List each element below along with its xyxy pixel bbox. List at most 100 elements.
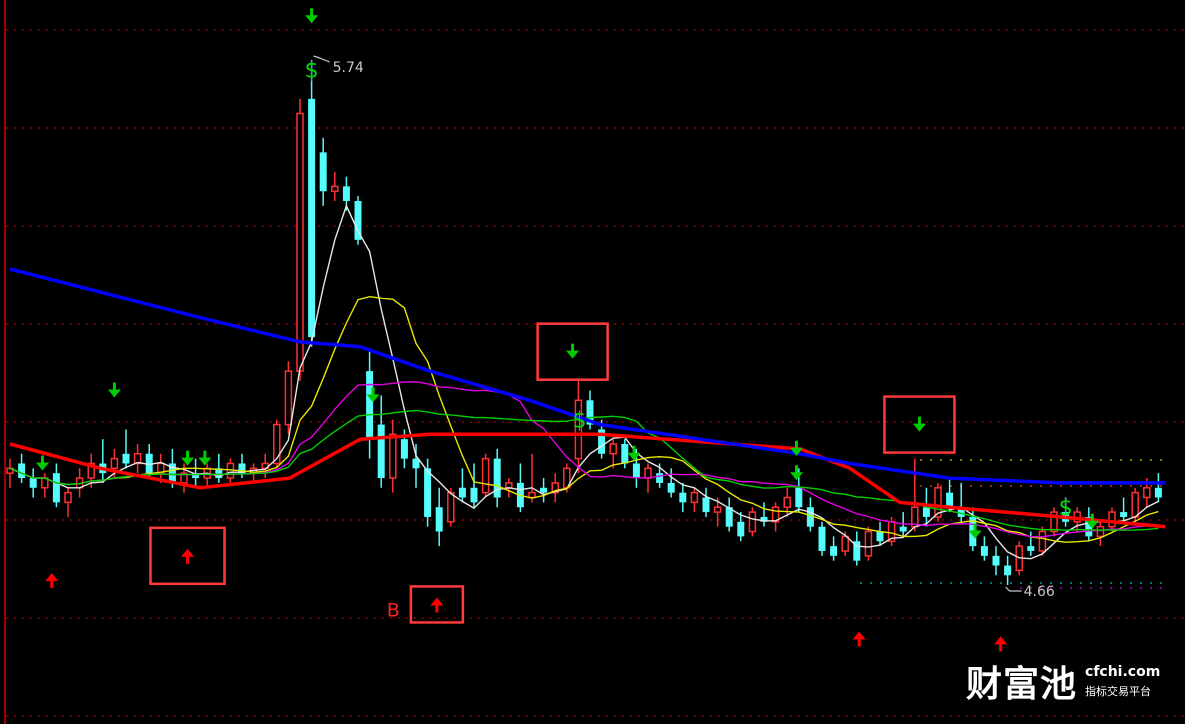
sell-arrow-down-icon bbox=[305, 8, 319, 24]
candle-body-down bbox=[52, 473, 60, 503]
candle-body-up bbox=[87, 462, 95, 479]
sell-arrow-down-icon bbox=[180, 450, 194, 466]
low-price-label: 4.66 bbox=[1024, 584, 1055, 600]
ma20-line bbox=[9, 381, 1159, 538]
dollar-signal-icon: $ bbox=[1059, 496, 1073, 521]
candle-body-down bbox=[319, 152, 327, 192]
candle-body-up bbox=[551, 482, 559, 494]
candle-body-up bbox=[284, 370, 293, 426]
candle-body-down bbox=[377, 424, 385, 479]
buy-arrow-up-icon bbox=[852, 631, 866, 647]
candle-body-down bbox=[632, 463, 640, 479]
candle-body-down bbox=[1085, 516, 1093, 537]
candle-body-down bbox=[168, 463, 176, 483]
candle-body-up bbox=[1050, 511, 1058, 533]
buy-arrow-up-icon bbox=[994, 636, 1008, 652]
candle-body-up bbox=[690, 491, 699, 504]
candle-body-up bbox=[331, 185, 339, 192]
candle-body-down bbox=[1027, 546, 1035, 551]
signals: $ $ $ bbox=[35, 8, 1099, 652]
candle-body-down bbox=[725, 507, 733, 527]
candle-body-down bbox=[192, 473, 200, 479]
signal-highlight-box bbox=[883, 395, 956, 454]
sell-arrow-down-icon bbox=[912, 416, 926, 432]
candle-body-up bbox=[748, 511, 757, 533]
candle-body-down bbox=[818, 526, 826, 551]
candle-body-down bbox=[922, 507, 930, 517]
candle-body-up bbox=[783, 496, 791, 508]
high-pointer bbox=[313, 55, 330, 63]
ma-lines bbox=[9, 203, 1166, 560]
candle-body-down bbox=[145, 453, 153, 474]
candle-body-down bbox=[29, 478, 37, 488]
candle-body-up bbox=[133, 453, 142, 465]
candle-body-up bbox=[481, 457, 490, 494]
candle-body-up bbox=[505, 482, 513, 489]
candle-body-down bbox=[795, 487, 803, 508]
candle-body-down bbox=[470, 487, 478, 503]
candle-body-up bbox=[574, 399, 583, 460]
watermark-url: cfchi.com bbox=[1085, 663, 1161, 680]
candle-body-down bbox=[957, 507, 965, 517]
buy-arrow-up-icon bbox=[45, 573, 59, 589]
candle-body-up bbox=[226, 462, 235, 479]
low-pointer bbox=[1005, 586, 1022, 592]
candle-body-up bbox=[1143, 487, 1151, 499]
sell-arrow-down-icon bbox=[107, 382, 121, 398]
candle-body-up bbox=[1108, 511, 1116, 528]
dollar-signal-icon: $ bbox=[573, 409, 587, 434]
candle-body-up bbox=[157, 462, 165, 474]
candle-body-down bbox=[899, 526, 907, 532]
dollar-signal-icon: $ bbox=[305, 59, 319, 84]
candle-body-down bbox=[18, 463, 26, 479]
candle-body-down bbox=[215, 468, 223, 479]
candle-body-down bbox=[424, 468, 432, 517]
sell-arrow-down-icon bbox=[627, 445, 641, 461]
candle-body-down bbox=[1154, 487, 1162, 498]
candle-body-up bbox=[389, 433, 397, 479]
candle-body-down bbox=[1120, 512, 1128, 517]
candle-body-up bbox=[64, 491, 72, 504]
sell-arrow-down-icon bbox=[366, 387, 380, 403]
watermark: 财富池 cfchi.com 指标交易平台 bbox=[966, 655, 1160, 707]
candle-body-up bbox=[528, 491, 536, 499]
candle-body-down bbox=[493, 458, 501, 498]
candle-body-down bbox=[586, 400, 594, 425]
candle-body-down bbox=[667, 482, 675, 493]
watermark-tagline: 指标交易平台 bbox=[1085, 684, 1152, 698]
high-price-label: 5.74 bbox=[333, 60, 364, 76]
candle-body-down bbox=[122, 453, 130, 464]
sell-arrow-down-icon bbox=[566, 343, 580, 359]
candle-body-down bbox=[679, 492, 687, 503]
long-ma-red-line bbox=[9, 432, 1166, 529]
sell-arrow-down-icon bbox=[968, 523, 982, 539]
candle-body-down bbox=[342, 186, 350, 201]
candle-body-down bbox=[702, 497, 710, 513]
long-ma-blue-line bbox=[9, 267, 1166, 485]
candle-body-down bbox=[238, 463, 246, 474]
sell-arrow-down-icon bbox=[789, 440, 803, 456]
candle-body-down bbox=[1004, 565, 1012, 576]
signal-highlight-box bbox=[149, 526, 226, 586]
candle-body-down bbox=[412, 458, 420, 469]
candle-body-down bbox=[830, 546, 838, 556]
sell-arrow-down-icon bbox=[789, 465, 803, 481]
signal-highlight-box bbox=[536, 322, 609, 381]
candle-body-down bbox=[308, 98, 316, 338]
candle-body-up bbox=[1131, 491, 1139, 518]
candle-body-down bbox=[354, 200, 362, 240]
candle-body-up bbox=[864, 530, 873, 557]
candle-body-up bbox=[713, 506, 722, 513]
candle-body-down bbox=[598, 429, 606, 454]
sell-arrow-down-icon bbox=[198, 450, 212, 466]
candle-body-down bbox=[946, 492, 954, 508]
candle-body-up bbox=[296, 112, 304, 372]
candle-body-up bbox=[447, 491, 455, 523]
buy-b-label: B bbox=[387, 599, 400, 621]
candle-body-down bbox=[992, 555, 1000, 566]
ma5-line bbox=[9, 203, 1159, 560]
buy-arrow-up-icon bbox=[180, 548, 194, 564]
candle-body-up bbox=[273, 423, 281, 465]
signal-highlight-box bbox=[409, 585, 465, 624]
